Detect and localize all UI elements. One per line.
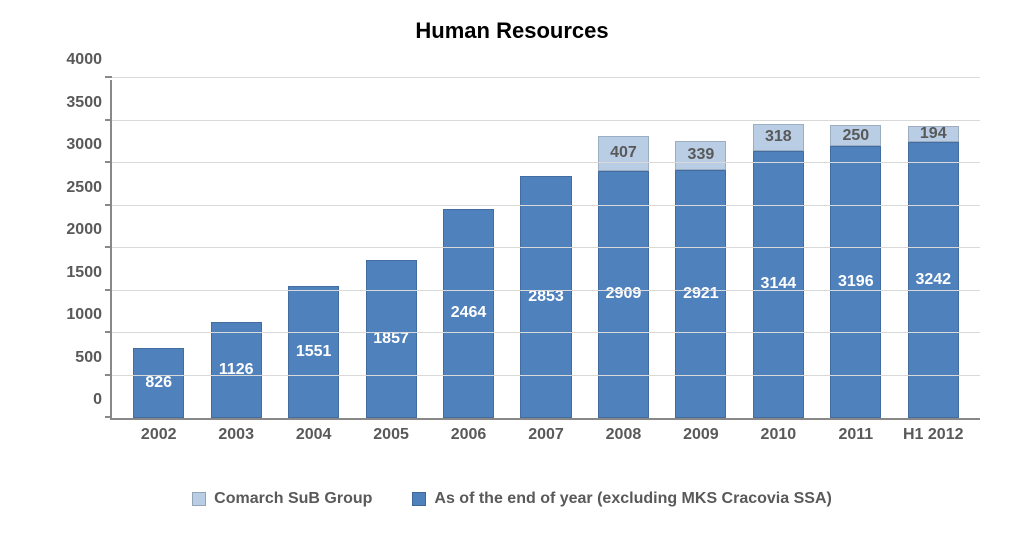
y-tick-mark	[105, 119, 112, 121]
bar-value-label: 318	[765, 128, 792, 146]
bar-value-label: 3144	[761, 275, 797, 293]
legend-label: As of the end of year (excluding MKS Cra…	[434, 490, 831, 508]
bar-segment: 318	[753, 124, 804, 151]
bar-segment: 3196	[830, 146, 881, 418]
y-tick-label: 2000	[66, 221, 112, 239]
grid-line	[112, 332, 980, 333]
x-tick-label: 2008	[606, 418, 642, 444]
y-tick-label: 3500	[66, 94, 112, 112]
bar-column: 11262003	[197, 80, 274, 418]
bar-value-label: 1126	[219, 361, 254, 379]
grid-line	[112, 247, 980, 248]
bar-column: 8262002	[120, 80, 197, 418]
bar-column: 31443182010	[740, 80, 817, 418]
bar-column: 31962502011	[817, 80, 894, 418]
x-tick-label: 2010	[761, 418, 797, 444]
bar-segment: 3242	[908, 142, 959, 418]
y-tick-label: 500	[75, 349, 112, 367]
bar-segment: 339	[675, 141, 726, 170]
grid-line	[112, 162, 980, 163]
bar-segment: 3144	[753, 151, 804, 418]
bar-column: 3242194H1 2012	[895, 80, 972, 418]
bar-value-label: 2464	[451, 304, 487, 322]
bar-value-label: 2909	[606, 285, 642, 303]
legend-item: As of the end of year (excluding MKS Cra…	[412, 490, 831, 508]
y-tick-label: 0	[93, 391, 112, 409]
bar-stack: 1551	[288, 286, 339, 418]
bars-group: 8262002112620031551200418572005246420062…	[112, 80, 980, 418]
bar-segment: 250	[830, 125, 881, 146]
bar-segment: 2909	[598, 171, 649, 418]
bar-stack: 2921 339	[675, 141, 726, 418]
bar-segment: 1126	[211, 322, 262, 418]
y-tick-mark	[105, 289, 112, 291]
x-tick-label: 2006	[451, 418, 487, 444]
bar-column: 24642006	[430, 80, 507, 418]
y-tick-label: 2500	[66, 179, 112, 197]
bar-segment: 2464	[443, 209, 494, 418]
bar-value-label: 826	[145, 374, 172, 392]
bar-value-label: 194	[920, 125, 947, 143]
bar-column: 15512004	[275, 80, 352, 418]
bar-value-label: 407	[610, 144, 637, 162]
chart-container: Human Resources 826200211262003155120041…	[0, 0, 1024, 541]
x-tick-label: 2009	[683, 418, 719, 444]
bar-value-label: 2921	[683, 285, 719, 303]
bar-segment: 2921	[675, 170, 726, 418]
x-tick-label: 2005	[373, 418, 409, 444]
grid-line	[112, 290, 980, 291]
y-tick-label: 3000	[66, 136, 112, 154]
y-tick-label: 4000	[66, 51, 112, 69]
bar-value-label: 3196	[838, 273, 874, 291]
y-tick-mark	[105, 246, 112, 248]
bar-stack: 1857	[366, 260, 417, 418]
grid-line	[112, 77, 980, 78]
legend-swatch	[192, 492, 206, 506]
grid-line	[112, 120, 980, 121]
y-tick-mark	[105, 416, 112, 418]
legend-label: Comarch SuB Group	[214, 490, 372, 508]
legend-swatch	[412, 492, 426, 506]
bar-value-label: 3242	[915, 271, 951, 289]
bar-value-label: 1551	[296, 343, 332, 361]
grid-line	[112, 375, 980, 376]
bar-column: 18572005	[352, 80, 429, 418]
y-tick-mark	[105, 204, 112, 206]
bar-stack: 2909 407	[598, 136, 649, 418]
bar-stack: 826	[133, 348, 184, 418]
bar-segment: 194	[908, 126, 959, 142]
y-tick-mark	[105, 76, 112, 78]
x-tick-label: 2003	[218, 418, 254, 444]
y-tick-mark	[105, 374, 112, 376]
plot-area: 8262002112620031551200418572005246420062…	[110, 80, 980, 420]
bar-stack: 2464	[443, 209, 494, 418]
grid-line	[112, 205, 980, 206]
bar-segment: 407	[598, 136, 649, 171]
legend-item: Comarch SuB Group	[192, 490, 372, 508]
bar-value-label: 250	[842, 127, 869, 145]
bar-segment: 1857	[366, 260, 417, 418]
bar-stack: 2853	[520, 176, 571, 419]
bar-column: 29094072008	[585, 80, 662, 418]
x-tick-label: 2002	[141, 418, 177, 444]
legend: Comarch SuB Group As of the end of year (…	[0, 490, 1024, 508]
x-tick-label: 2007	[528, 418, 564, 444]
bar-segment: 2853	[520, 176, 571, 419]
bar-column: 28532007	[507, 80, 584, 418]
x-tick-label: H1 2012	[903, 418, 964, 444]
bar-column: 29213392009	[662, 80, 739, 418]
y-tick-label: 1000	[66, 306, 112, 324]
x-tick-label: 2011	[838, 418, 873, 444]
chart-title: Human Resources	[24, 18, 1000, 44]
bar-stack: 1126	[211, 322, 262, 418]
y-tick-mark	[105, 161, 112, 163]
bar-segment: 826	[133, 348, 184, 418]
x-tick-label: 2004	[296, 418, 332, 444]
y-tick-mark	[105, 331, 112, 333]
bar-segment: 1551	[288, 286, 339, 418]
y-tick-label: 1500	[66, 264, 112, 282]
